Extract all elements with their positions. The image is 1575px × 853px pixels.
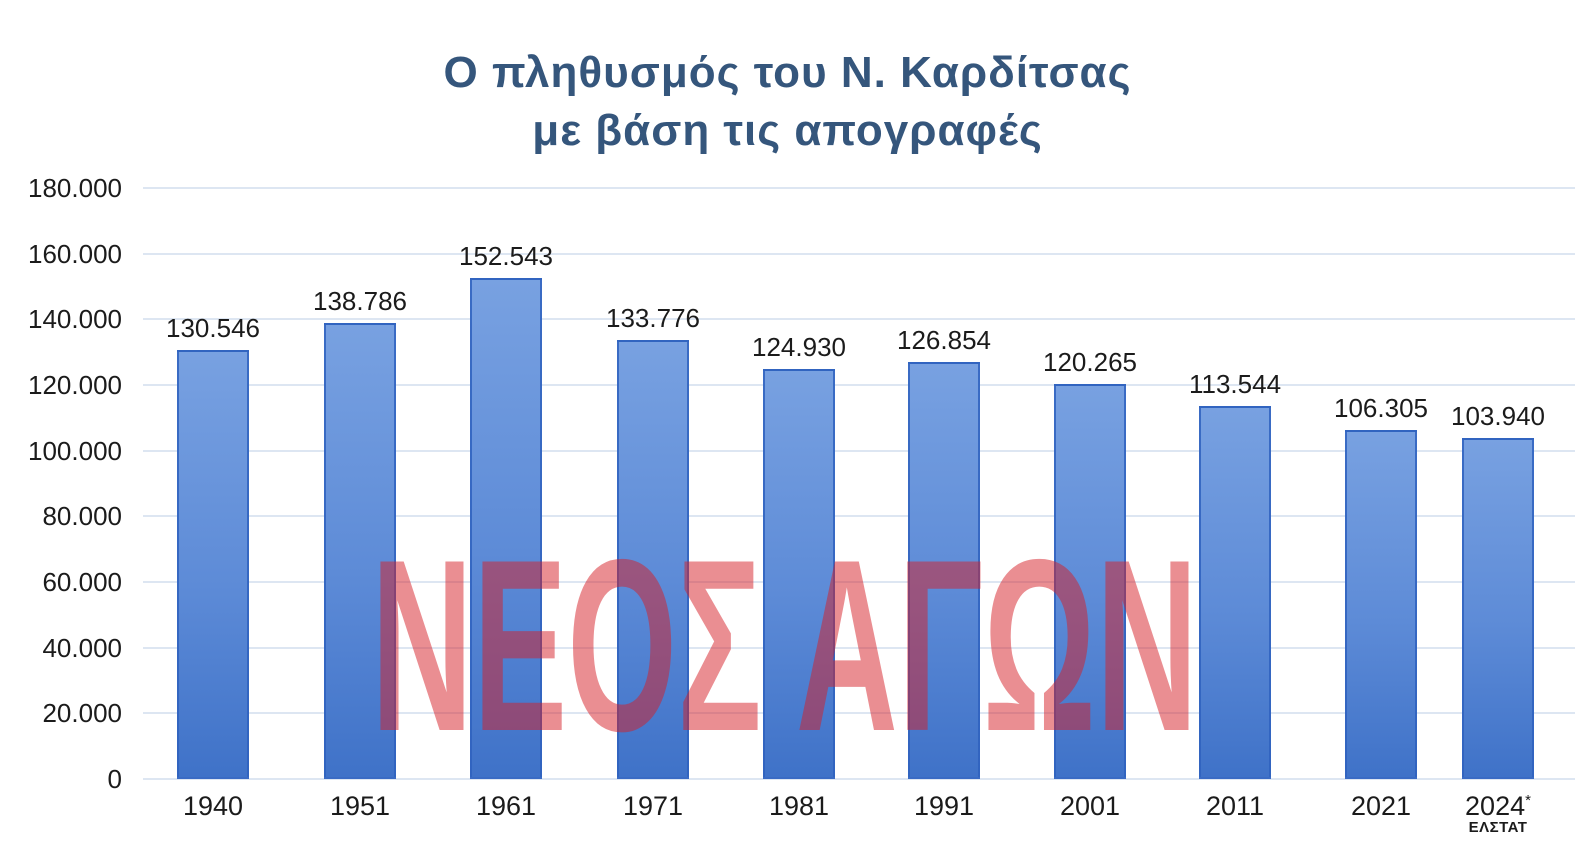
x-axis-tick-label: 1971 [622,791,684,821]
gridline-120.000 [143,384,1575,386]
bar-value-label: 133.776 [606,302,700,333]
bar-value-label: 113.544 [1188,369,1282,400]
y-axis-tick-label: 40.000 [42,632,122,663]
bar-value-label: 152.543 [459,241,553,272]
x-axis-tick-label: 1951 [329,791,391,821]
bar-1951 [324,323,396,779]
y-axis-tick-label: 80.000 [42,501,122,532]
bar-1940 [177,350,249,779]
x-axis-tick-label: 2001 [1059,791,1121,821]
bar-2001 [1054,384,1126,779]
x-axis-tick-label: 1961 [475,791,537,821]
bar-value-label: 130.546 [166,313,260,344]
x-axis-tick-label: 2024* ΕΛΣΤΑΤ [1418,791,1575,836]
gridline-20.000 [143,712,1575,715]
bar-value-label: 103.940 [1451,400,1545,431]
bar-2024 [1462,437,1534,779]
bar-1981 [763,368,835,779]
bar-value-label: 106.305 [1334,392,1428,423]
bar-value-label: 124.930 [752,331,846,362]
gridline-40.000 [143,646,1575,649]
gridline-80.000 [143,515,1575,518]
bar-2011 [1199,406,1271,779]
x-axis-tick-label: 2021 [1350,791,1412,821]
bar-1971 [617,339,689,779]
y-axis-tick-label: 100.000 [28,435,122,466]
gridline-160.000 [143,252,1575,255]
x-axis-tick-label: 1991 [913,791,975,821]
y-axis-tick-label: 160.000 [28,238,122,269]
y-axis-tick-label: 140.000 [28,304,122,335]
bar-value-label: 138.786 [313,286,407,317]
y-axis-tick-label: 120.000 [28,370,122,400]
chart-title: Ο πληθυσμός του Ν. Καρδίτσας με βάση τις… [0,44,1575,160]
plot-area [143,187,1575,780]
y-axis-tick-label: 60.000 [42,567,122,597]
bar-1991 [908,362,980,779]
x-axis-tick-label: 1981 [768,791,830,821]
bar-value-label: 126.854 [897,325,991,356]
gridline-60.000 [143,581,1575,583]
bar-2021 [1345,429,1417,779]
gridline-100.000 [143,449,1575,452]
gridline-0 [143,778,1575,780]
x-axis-footnote: ΕΛΣΤΑΤ [1468,819,1528,836]
gridline-140.000 [143,318,1575,321]
chart-title-line2: με βάση τις απογραφές [532,106,1043,155]
gridline-180.000 [143,187,1575,189]
y-axis-tick-label: 20.000 [42,698,122,729]
x-axis-tick-label: 1940 [182,791,244,821]
y-axis-tick-label: 0 [107,764,122,794]
x-axis-tick-label: 2011 [1205,791,1265,821]
bar-value-label: 120.265 [1043,347,1137,378]
asterisk-marker: * [1525,792,1531,809]
bar-1961 [470,278,542,779]
y-axis-tick-label: 180.000 [28,173,122,203]
chart-title-line1: Ο πληθυσμός του Ν. Καρδίτσας [443,48,1132,97]
